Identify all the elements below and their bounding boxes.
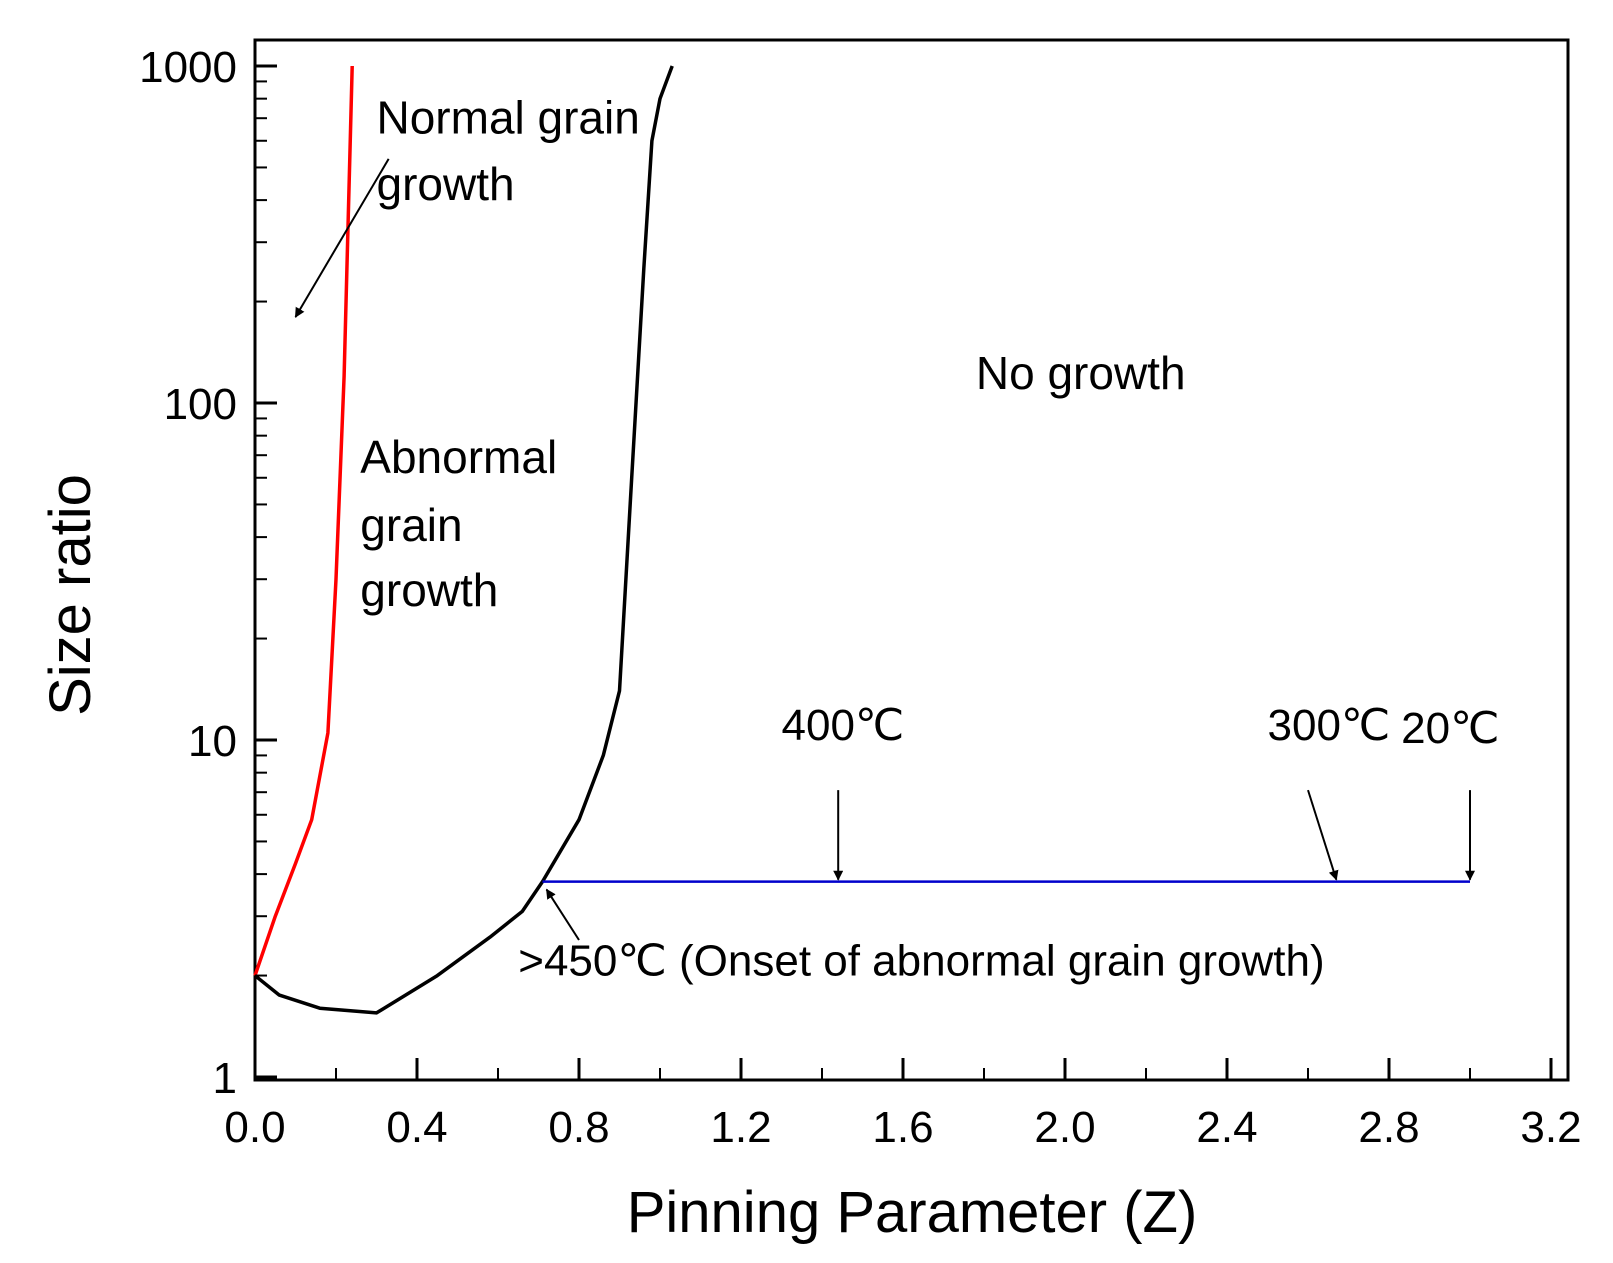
- axes-layer: 0.0 0.4 0.8 1.2 1.6 2.0 2.4 2.8 3.2 1 10 100 1000 Pin…: [38, 43, 1582, 1245]
- annotation-label: 20℃: [1401, 704, 1499, 753]
- x-tick-label: 0.8: [548, 1103, 609, 1152]
- plot-frame: [253, 38, 1570, 1082]
- annotation-label: Normal grain: [377, 92, 640, 144]
- x-axis-title: Pinning Parameter (Z): [627, 1180, 1198, 1245]
- x-tick-label: 1.6: [872, 1103, 933, 1152]
- series-line-1: [253, 65, 674, 1015]
- annotation-label: 400℃: [782, 701, 905, 750]
- y-tick-label: 100: [164, 380, 237, 429]
- series-layer: [253, 65, 1470, 1015]
- annotation-label: No growth: [976, 347, 1186, 399]
- x-tick-label: 2.0: [1034, 1103, 1095, 1152]
- x-tick-label: 2.8: [1358, 1103, 1419, 1152]
- x-tick-label: 3.2: [1520, 1103, 1581, 1152]
- annotation-label: grain: [360, 499, 462, 551]
- annotation-label: growth: [360, 564, 498, 616]
- x-tick-label: 1.2: [710, 1103, 771, 1152]
- annotation-label: Abnormal: [360, 431, 557, 483]
- x-tick-label: 0.4: [386, 1103, 447, 1152]
- y-axis-title: Size ratio: [38, 474, 103, 716]
- y-tick-label: 1: [213, 1054, 237, 1103]
- annotation-label: growth: [377, 158, 515, 210]
- annotation-label: >450℃ (Onset of abnormal grain growth): [518, 937, 1324, 986]
- y-tick-label: 1000: [139, 43, 237, 92]
- arrow-450: [545, 888, 580, 941]
- x-tick-label: 2.4: [1196, 1103, 1257, 1152]
- series-line-0: [253, 65, 354, 977]
- y-tick-label: 10: [188, 717, 237, 766]
- arrow-300: [1307, 789, 1339, 881]
- plot-area: [253, 38, 1570, 1082]
- annotation-layer: Normal grain growth Abnormal grain growth No …: [294, 92, 1500, 986]
- annotation-label: 300℃: [1268, 701, 1391, 750]
- x-tick-label: 0.0: [224, 1103, 285, 1152]
- normal-growth-arrow: [294, 158, 390, 318]
